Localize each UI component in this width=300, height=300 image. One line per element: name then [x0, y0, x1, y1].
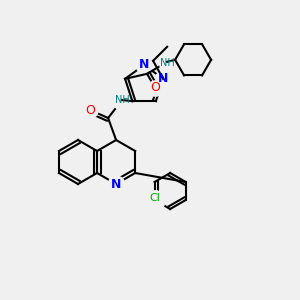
- Text: N: N: [139, 58, 149, 71]
- Text: NH: NH: [160, 58, 175, 68]
- Text: O: O: [85, 103, 95, 116]
- Text: NH: NH: [115, 95, 130, 105]
- Text: N: N: [111, 178, 121, 190]
- Text: O: O: [150, 81, 160, 94]
- Text: Cl: Cl: [149, 193, 160, 203]
- Text: N: N: [158, 72, 168, 85]
